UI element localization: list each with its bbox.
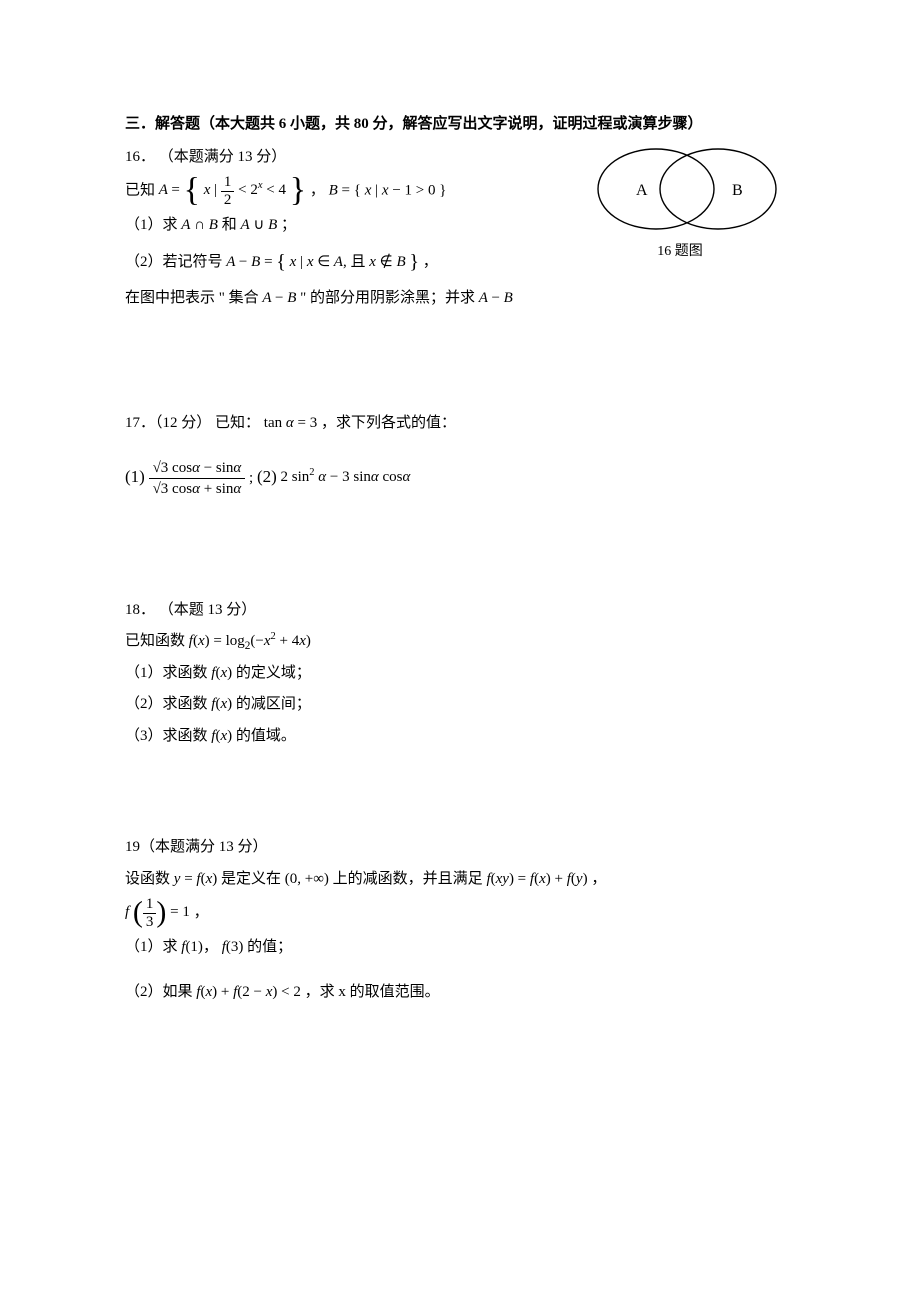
q19-l1-post: 的值； [247,939,292,955]
q19-points: （本题满分 13 分） [140,839,268,855]
q19-tail: ， [591,871,606,887]
q19-stem-mid: 是定义在 [221,871,285,887]
q16-line3-post: ， [423,254,438,270]
q17-points: （12 分） [155,415,211,431]
q17-number: 17． [125,415,155,431]
q17-part2-expr: 2 sin2 α − 3 sinα cosα [281,469,411,485]
q18-part2: （2）求函数 f(x) 的减区间； [125,690,795,719]
q19-f13: f (13) = 1 ， [125,896,795,930]
q19-f13-post: ， [194,904,209,920]
venn-diagram-icon: AB [570,145,790,235]
q19-l2-pre: （2）如果 [125,984,196,1000]
q17-header: 17．（12 分） 已知： tan α = 3 ，求下列各式的值： [125,409,795,438]
q19-number: 19 [125,839,140,855]
q17-part1-label: (1) [125,466,145,485]
q16-line1-mid: ， [310,182,329,198]
q16-venn-figure: AB 16 题图 [555,145,805,266]
q19-f1: f(1) [181,939,203,955]
q19-part2: （2）如果 f(x) + f(2 − x) < 2 ，求 x 的取值范围。 [125,978,795,1007]
q16-set-A: A = { x | 12 < 2x < 4 } [159,182,310,198]
q18-stem: 已知函数 f(x) = log2(−x2 + 4x) [125,627,795,656]
q18-number: 18． [125,602,155,618]
q19-stem-post: 上的减函数，并且满足 [333,871,487,887]
q19-stem-pre: 设函数 [125,871,174,887]
q19-domain: (0, +∞) [285,871,329,887]
q17-expressions: (1) √3 cosα − sinα √3 cosα + sinα ; (2) … [125,458,795,499]
q19-func-eq: f(xy) = f(x) + f(y) [486,871,591,887]
q16-line1-pre: 已知 [125,182,159,198]
q18-part3: （3）求函数 f(x) 的值域。 [125,722,795,751]
q19-l2-post: ，求 x 的取值范围。 [305,984,440,1000]
q17-stem-pre: 已知： [215,415,260,431]
svg-text:B: B [732,182,743,199]
svg-text:A: A [636,182,648,199]
section-heading: 三．解答题（本大题共 6 小题，共 80 分，解答应写出文字说明，证明过程或演算… [125,110,795,139]
q18-points: （本题 13 分） [159,602,257,618]
q19-l1-pre: （1）求 [125,939,181,955]
question-18: 18． （本题 13 分） 已知函数 f(x) = log2(−x2 + 4x)… [125,596,795,751]
q19-ineq: f(x) + f(2 − x) < 2 [196,984,304,1000]
q16-A-minus-B-def: A − B = { x | x ∈ A, [226,254,350,270]
q19-header: 19（本题满分 13 分） [125,833,795,862]
q18-func: f(x) = log2(−x2 + 4x) [189,633,311,649]
q16-venn-caption: 16 题图 [555,239,805,266]
q19-f3: f(3) [222,939,244,955]
q19-l1-mid: ， [203,939,218,955]
q17-given: tan α = 3 [264,415,317,431]
q17-stem-post: ，求下列各式的值： [321,415,456,431]
question-16: AB 16 题图 16． （本题满分 13 分） 已知 A = { x | 12… [125,143,795,313]
q18-stem-pre: 已知函数 [125,633,189,649]
q16-set-B: B = { x | x − 1 > 0 } [329,182,447,198]
q19-part1: （1）求 f(1)， f(3) 的值； [125,933,795,962]
q16-points: （本题满分 13 分） [159,149,287,165]
q16-part2-task: 在图中把表示 " 集合 A − B " 的部分用阴影涂黑；并求 A − B [125,284,795,313]
q18-part1: （1）求函数 f(x) 的定义域； [125,659,795,688]
q17-part2-label: (2) [257,466,277,485]
q18-header: 18． （本题 13 分） [125,596,795,625]
question-19: 19（本题满分 13 分） 设函数 y = f(x) 是定义在 (0, +∞) … [125,833,795,1006]
q16-number: 16． [125,149,155,165]
q16-line3-pre: （2）若记符号 [125,254,226,270]
q17-sep: ; [249,469,253,485]
question-17: 17．（12 分） 已知： tan α = 3 ，求下列各式的值： (1) √3… [125,409,795,499]
q19-stem: 设函数 y = f(x) 是定义在 (0, +∞) 上的减函数，并且满足 f(x… [125,865,795,894]
q19-yfx: y = f(x) [174,871,217,887]
q17-part1-expr: √3 cosα − sinα √3 cosα + sinα [149,469,249,485]
